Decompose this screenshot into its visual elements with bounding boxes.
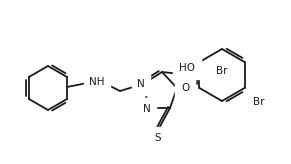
Text: O: O bbox=[181, 83, 189, 93]
Text: N: N bbox=[143, 104, 151, 114]
Text: N: N bbox=[137, 79, 145, 89]
Text: S: S bbox=[155, 133, 161, 143]
Text: Br: Br bbox=[253, 97, 264, 107]
Text: HO: HO bbox=[179, 63, 195, 73]
Text: Br: Br bbox=[216, 66, 228, 76]
Text: NH: NH bbox=[89, 77, 105, 87]
